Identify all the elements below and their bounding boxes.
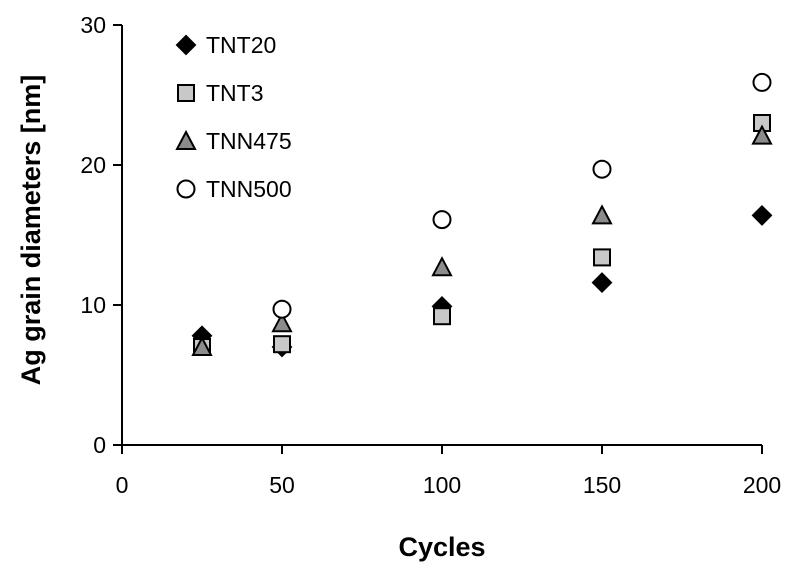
legend-item: TNN500 [176,176,292,202]
data-point-tnt3 [593,248,611,267]
series-tnn500 [272,72,772,319]
data-point-tnn500 [752,72,772,92]
y-axis-title: Ag grain diameters [nm] [16,75,46,386]
series-tnt20 [191,204,773,358]
legend-item: TNT20 [175,32,276,58]
data-point-tnn475 [431,256,453,277]
data-point-tnt3 [273,335,291,354]
x-tick-label: 0 [116,472,129,498]
data-point-tnn475 [591,204,613,225]
legend-label: TNT3 [206,80,264,106]
x-axis-title: Cycles [398,532,485,562]
y-axis-ticks: 0 10 20 30 [80,12,122,458]
legend-label: TNN475 [206,128,292,154]
x-tick-label: 150 [583,472,621,498]
y-tick-label: 30 [80,12,106,38]
data-point-tnn500 [272,299,292,319]
x-axis-ticks: 0 50 100 150 200 [116,445,781,498]
data-point-tnn475 [191,335,213,356]
legend-label: TNN500 [206,176,292,202]
data-point-tnn475 [271,312,293,333]
data-series [191,72,773,358]
y-tick-label: 20 [80,152,106,178]
data-point-tnn500 [432,210,452,230]
legend-item: TNN475 [175,128,292,154]
series-tnn475 [191,124,773,356]
y-axis: 0 10 20 30 [80,12,123,458]
data-point-tnt3 [433,307,451,326]
legend-label: TNT20 [206,32,276,58]
data-point-tnt20 [591,272,613,294]
legend-marker-tnt20 [175,34,197,56]
x-tick-label: 50 [269,472,295,498]
x-tick-label: 100 [423,472,461,498]
legend-marker-tnn500 [176,179,196,199]
legend: TNT20 TNT3 TNN475 TNN500 [175,32,292,202]
data-point-tnn475 [751,124,773,145]
legend-item: TNT3 [177,80,264,106]
legend-marker-tnt3 [177,84,195,102]
x-tick-label: 200 [743,472,781,498]
y-tick-label: 0 [93,432,106,458]
legend-marker-tnn475 [175,129,197,150]
data-point-tnt20 [751,204,773,226]
data-point-tnn500 [592,159,612,179]
x-axis: 0 50 100 150 200 [116,444,781,498]
y-tick-label: 10 [80,292,106,318]
